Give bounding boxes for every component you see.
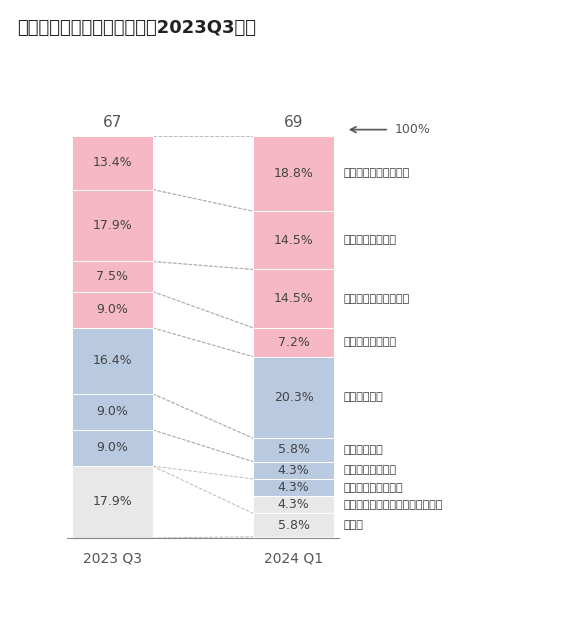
Text: 13.4%: 13.4% [92, 156, 132, 169]
Bar [253, 438, 334, 462]
Text: 16.4%: 16.4% [92, 354, 132, 367]
Bar [72, 190, 152, 261]
Bar [72, 466, 152, 538]
Bar [253, 136, 334, 211]
Text: 4.3%: 4.3% [278, 463, 309, 477]
Text: 2024 Q1: 2024 Q1 [264, 551, 323, 566]
Text: 69: 69 [284, 115, 304, 129]
Text: 5.8%: 5.8% [278, 519, 309, 532]
Text: 67: 67 [103, 115, 122, 129]
Text: 遊休不動産の処分: 遊休不動産の処分 [344, 236, 397, 246]
Bar [72, 291, 152, 328]
Bar [72, 394, 152, 430]
Text: 拠点の統廃合: 拠点の統廃合 [344, 445, 384, 455]
Bar [72, 261, 152, 291]
Text: 人員増減に伴う移転: 人員増減に伴う移転 [344, 482, 403, 492]
Text: 20.3%: 20.3% [273, 391, 313, 404]
Text: 2023 Q3: 2023 Q3 [83, 551, 142, 566]
Bar [253, 328, 334, 357]
Text: 7.2%: 7.2% [278, 336, 309, 349]
Text: 事業の縮小・撤退: 事業の縮小・撤退 [344, 465, 397, 475]
Text: 維持管理コストの削減: 維持管理コストの削減 [344, 168, 410, 178]
Text: 14.5%: 14.5% [273, 292, 313, 305]
Text: 17.9%: 17.9% [92, 495, 132, 509]
Text: 有利子負債の圧縮: 有利子負債の圧縮 [344, 337, 397, 347]
Text: 5.8%: 5.8% [278, 443, 309, 457]
Text: 売却検討・実施の理由（前回2023Q3比）: 売却検討・実施の理由（前回2023Q3比） [17, 19, 256, 37]
Bar [253, 496, 334, 514]
Bar [253, 211, 334, 269]
Text: 建物の老朽化: 建物の老朽化 [344, 392, 384, 403]
Text: 9.0%: 9.0% [96, 303, 128, 316]
Bar [253, 269, 334, 328]
Text: 4.3%: 4.3% [278, 481, 309, 494]
Text: 耐震リスク・違法性リスクの回避: 耐震リスク・違法性リスクの回避 [344, 500, 443, 510]
Text: 4.3%: 4.3% [278, 498, 309, 511]
Bar [72, 430, 152, 466]
Text: その他: その他 [344, 520, 364, 530]
Bar [72, 328, 152, 394]
Bar [253, 357, 334, 438]
Bar [253, 462, 334, 479]
Text: 9.0%: 9.0% [96, 441, 128, 455]
Bar [253, 479, 334, 496]
Bar [253, 514, 334, 537]
Bar [72, 136, 152, 190]
Text: 14.5%: 14.5% [273, 234, 313, 247]
Text: 7.5%: 7.5% [96, 270, 128, 283]
Text: 資産のオフバランス化: 資産のオフバランス化 [344, 294, 410, 303]
Text: 9.0%: 9.0% [96, 405, 128, 418]
Text: 17.9%: 17.9% [92, 219, 132, 232]
Text: 18.8%: 18.8% [273, 167, 313, 180]
Text: 100%: 100% [394, 123, 430, 136]
